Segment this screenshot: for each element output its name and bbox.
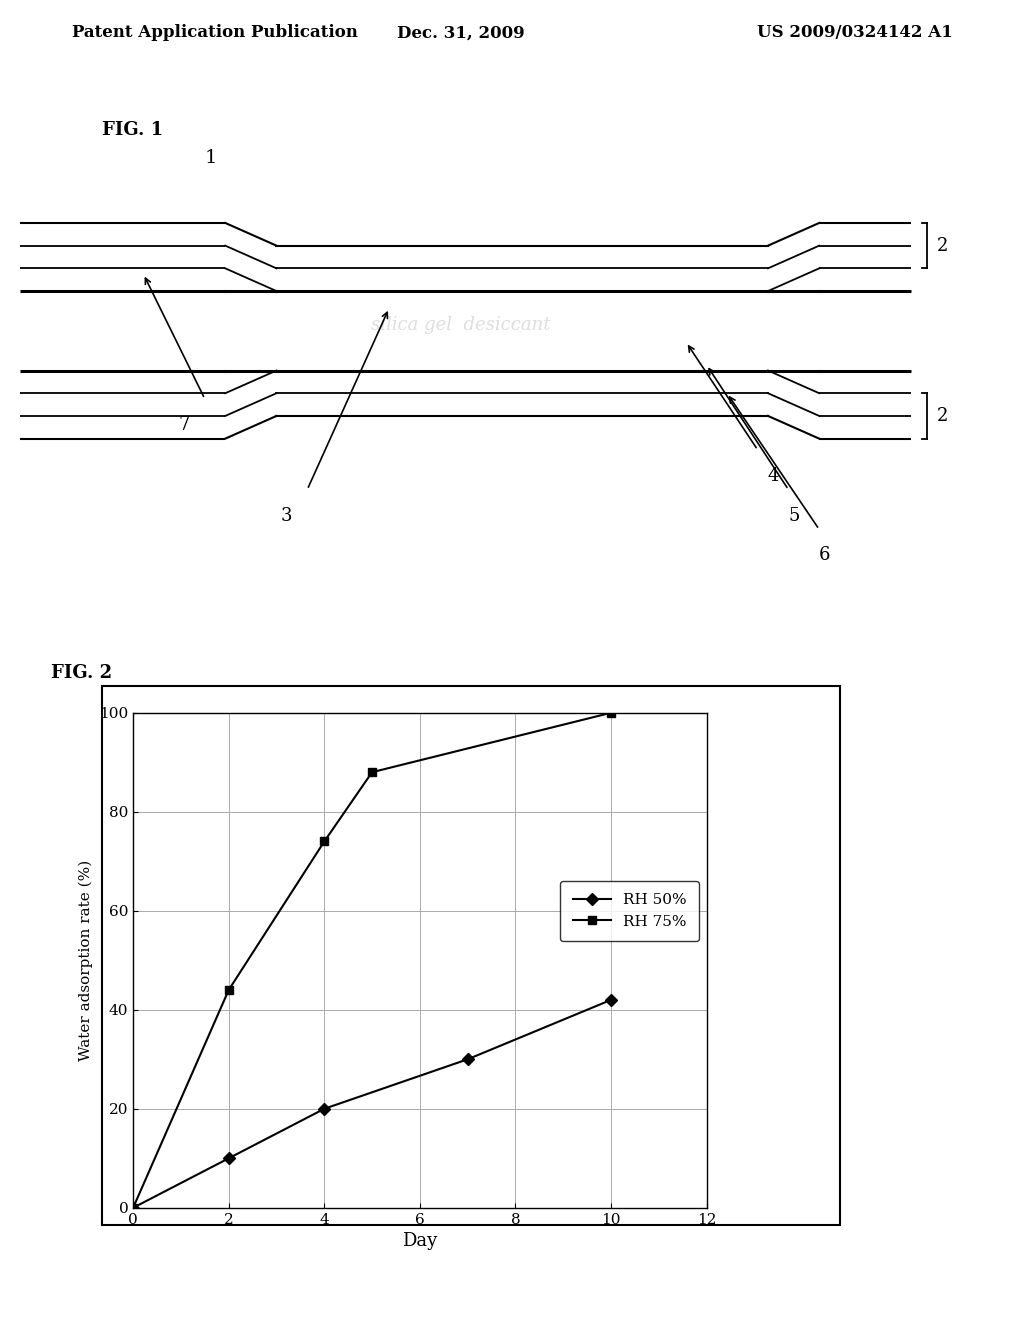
Text: US 2009/0324142 A1: US 2009/0324142 A1 [757,24,952,41]
Text: 4: 4 [768,467,779,484]
Text: Dec. 31, 2009: Dec. 31, 2009 [397,24,524,41]
Line: RH 75%: RH 75% [129,709,615,1212]
Legend: RH 50%, RH 75%: RH 50%, RH 75% [560,880,699,941]
Text: 6: 6 [819,546,830,565]
Text: 1: 1 [205,149,217,168]
Text: Patent Application Publication: Patent Application Publication [72,24,357,41]
Text: 2: 2 [937,407,948,425]
Text: 7: 7 [178,416,190,434]
Line: RH 50%: RH 50% [129,995,615,1212]
RH 50% [222,1150,234,1167]
Text: FIG. 1: FIG. 1 [102,121,164,139]
RH 50% [462,1051,474,1067]
RH 50% [127,1200,139,1216]
RH 50% [318,1101,331,1117]
Text: 3: 3 [281,507,293,525]
Text: 2: 2 [937,236,948,255]
RH 75% [222,982,234,998]
Text: silica gel  desiccant: silica gel desiccant [371,315,551,334]
RH 75% [127,1200,139,1216]
RH 75% [318,834,331,850]
RH 75% [366,764,378,780]
X-axis label: Day: Day [402,1232,437,1250]
RH 75% [605,705,617,721]
RH 50% [605,993,617,1008]
Y-axis label: Water adsorption rate (%): Water adsorption rate (%) [79,859,93,1061]
Text: 5: 5 [788,507,800,525]
Text: FIG. 2: FIG. 2 [51,664,113,682]
